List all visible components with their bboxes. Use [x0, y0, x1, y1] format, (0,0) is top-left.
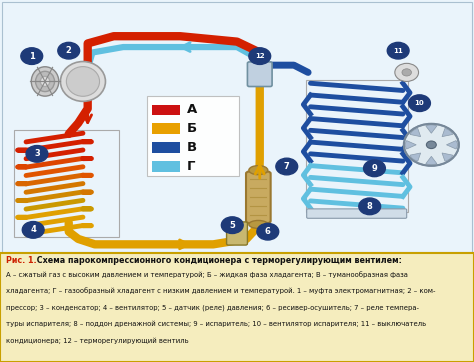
Text: 7: 7	[284, 162, 290, 171]
Circle shape	[364, 160, 385, 177]
Text: кондиционера; 12 – терморегулирующий вентиль: кондиционера; 12 – терморегулирующий вен…	[6, 337, 188, 344]
Text: прессор; 3 – конденсатор; 4 – вентилятор; 5 – датчик (реле) давления; 6 – ресиве: прессор; 3 – конденсатор; 4 – вентилятор…	[6, 304, 419, 311]
Text: 9: 9	[372, 164, 377, 173]
Ellipse shape	[31, 67, 59, 96]
Ellipse shape	[66, 67, 100, 96]
Text: 12: 12	[255, 53, 264, 59]
Text: 3: 3	[34, 150, 40, 158]
Wedge shape	[426, 125, 437, 133]
Circle shape	[249, 48, 271, 64]
FancyBboxPatch shape	[0, 253, 474, 362]
Text: А – сжатый газ с высоким давлением и температурой; Б – жидкая фаза хладагента; В: А – сжатый газ с высоким давлением и тем…	[6, 271, 408, 278]
Ellipse shape	[40, 76, 50, 87]
Circle shape	[387, 42, 409, 59]
Wedge shape	[426, 156, 437, 165]
FancyBboxPatch shape	[307, 209, 407, 218]
FancyBboxPatch shape	[152, 105, 180, 115]
FancyBboxPatch shape	[152, 161, 180, 172]
Text: туры испарителя; 8 – поддон дренажной системы; 9 – испаритель; 10 – вентилятор и: туры испарителя; 8 – поддон дренажной си…	[6, 321, 426, 327]
Circle shape	[21, 48, 43, 64]
Circle shape	[26, 146, 48, 162]
Circle shape	[221, 217, 243, 233]
Circle shape	[58, 42, 80, 59]
Ellipse shape	[249, 220, 268, 228]
Text: 2: 2	[66, 46, 72, 55]
Circle shape	[404, 124, 459, 166]
Ellipse shape	[249, 166, 268, 175]
Wedge shape	[405, 140, 416, 149]
Ellipse shape	[36, 71, 55, 92]
Text: 4: 4	[30, 226, 36, 234]
Text: хладагента; Г – газообразный хладагент с низким давлением и температурой. 1 – му: хладагента; Г – газообразный хладагент с…	[6, 287, 435, 294]
Text: Г: Г	[187, 160, 196, 173]
Text: 10: 10	[415, 100, 424, 106]
FancyBboxPatch shape	[152, 142, 180, 153]
Wedge shape	[442, 129, 453, 136]
FancyBboxPatch shape	[246, 172, 271, 223]
FancyBboxPatch shape	[227, 222, 247, 245]
Circle shape	[395, 63, 419, 81]
Wedge shape	[447, 140, 457, 149]
Circle shape	[276, 158, 298, 175]
Ellipse shape	[60, 62, 105, 101]
Circle shape	[409, 95, 430, 111]
Text: 8: 8	[367, 202, 373, 211]
Circle shape	[22, 222, 44, 238]
Wedge shape	[410, 129, 420, 136]
Wedge shape	[410, 153, 420, 161]
FancyBboxPatch shape	[152, 123, 180, 134]
FancyBboxPatch shape	[247, 62, 272, 87]
Text: А: А	[187, 103, 198, 116]
Wedge shape	[442, 153, 453, 161]
Text: В: В	[187, 141, 197, 154]
Circle shape	[359, 198, 381, 215]
Text: 1: 1	[29, 52, 35, 60]
Circle shape	[427, 141, 436, 148]
Circle shape	[402, 69, 411, 76]
FancyBboxPatch shape	[0, 0, 474, 253]
Text: Схема парокомпрессионного кондиционера с терморегулирующим вентилем:: Схема парокомпрессионного кондиционера с…	[34, 256, 402, 265]
Text: 5: 5	[229, 221, 235, 230]
Circle shape	[257, 223, 279, 240]
Text: 6: 6	[265, 227, 271, 236]
Text: Б: Б	[187, 122, 197, 135]
Text: 11: 11	[393, 48, 403, 54]
Text: Рис. 1.: Рис. 1.	[6, 256, 36, 265]
FancyBboxPatch shape	[147, 96, 239, 176]
